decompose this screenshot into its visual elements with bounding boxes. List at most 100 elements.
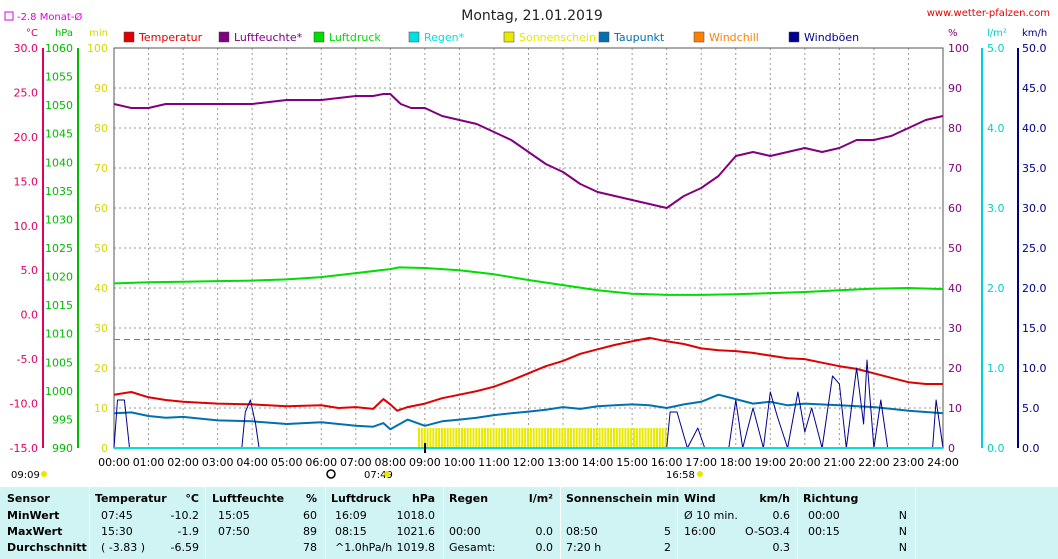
wind-axis-tick: 45.0 [1022, 82, 1047, 95]
legend-item: Luftfeuchte* [218, 31, 303, 44]
legend-swatch [693, 31, 705, 43]
site-label[interactable]: www.wetter-pfalzen.com [927, 8, 1050, 19]
x-tick: 21:00 [824, 456, 856, 469]
temp-axis-tick: -5.0 [17, 353, 38, 366]
stats-header-hum: Luftfeuchte [212, 492, 285, 505]
temp-axis-tick: 30.0 [14, 42, 39, 55]
sun-axis-tick: 50 [94, 242, 108, 255]
x-tick: 05:00 [271, 456, 303, 469]
pressure-axis-tick: 1000 [45, 385, 73, 398]
legend-item: Luftdruck [313, 31, 381, 44]
pressure-axis-tick: 1010 [45, 328, 73, 341]
x-tick: 06:00 [305, 456, 337, 469]
pressure-axis-unit: hPa [55, 28, 73, 39]
x-tick: 15:00 [616, 456, 648, 469]
stats-dir-time: 00:00 [808, 509, 840, 522]
time-markers: 07:49 16:58 09:09 [11, 443, 703, 481]
stats-row-label: Durchschnitt [7, 541, 87, 554]
legend-swatch [313, 31, 325, 43]
sunshine-bars [418, 428, 667, 448]
wind-axis-tick: 35.0 [1022, 162, 1047, 175]
legend-label: Windchill [709, 31, 759, 44]
stats-wind-val: 0.6 [772, 509, 791, 522]
wind-axis-tick: 0.0 [1022, 442, 1040, 455]
x-tick: 00:00 [98, 456, 130, 469]
humidity-axis-tick: 30 [948, 322, 962, 335]
chart-grid [113, 47, 944, 449]
stats-sun-time: 08:50 [566, 525, 598, 538]
sunrise-sun-icon [384, 471, 390, 477]
stats-hum-val: 60 [303, 509, 317, 522]
sun-axis-tick: 60 [94, 202, 108, 215]
wind-axis-unit: km/h [1022, 28, 1047, 39]
series-luftdruck [113, 266, 944, 296]
x-tick: 16:00 [651, 456, 683, 469]
temp-axis-unit: °C [26, 28, 38, 39]
humidity-axis-tick: 20 [948, 362, 962, 375]
temp-axis-tick: 15.0 [14, 175, 39, 188]
pressure-axis-tick: 1005 [45, 356, 73, 369]
legend-item: Regen* [408, 31, 465, 44]
sunset-label: 16:58 [666, 470, 695, 481]
legend: Temperatur Luftfeuchte* Luftdruck Regen* Son… [123, 31, 859, 44]
legend-label: Sonnenschein [519, 31, 596, 44]
stats-header-dir: Richtung [803, 492, 859, 505]
month-avg-swatch [4, 11, 14, 21]
stats-wind-dir: O-SO [745, 525, 774, 538]
sun-axis-tick: 90 [94, 82, 108, 95]
pressure-axis-tick: 995 [52, 413, 73, 426]
stats-wind-val: 0.3 [772, 541, 791, 554]
stats-header-rain: Regen [449, 492, 489, 505]
x-tick: 08:00 [374, 456, 406, 469]
legend-swatch [123, 31, 135, 43]
pressure-axis-tick: 1055 [45, 71, 73, 84]
pressure-axis-tick: 1040 [45, 156, 73, 169]
stats-temp-val: -1.9 [177, 525, 199, 538]
sun-axis-tick: 80 [94, 122, 108, 135]
wind-axis-tick: 15.0 [1022, 322, 1047, 335]
stats-header-press-unit: hPa [411, 492, 435, 505]
stats-header-hum-unit: % [305, 492, 317, 505]
stats-dir-time: 00:15 [808, 525, 840, 538]
wind-axis-tick: 20.0 [1022, 282, 1047, 295]
pressure-axis-tick: 1060 [45, 42, 73, 55]
legend-item: Temperatur [123, 31, 203, 44]
stats-row-label: MinWert [7, 509, 60, 522]
x-tick: 07:00 [340, 456, 372, 469]
legend-swatch [598, 31, 610, 43]
sun-axis-tick: 100 [87, 42, 108, 55]
series-taupunkt [113, 393, 944, 431]
legend-swatch [788, 31, 800, 43]
now-circle-icon [326, 469, 336, 479]
stats-separator [325, 487, 326, 559]
pressure-axis-tick: 1050 [45, 99, 73, 112]
stats-sun-time: 7:20 h [566, 541, 602, 554]
pressure-axis-tick: 1030 [45, 213, 73, 226]
wind-axis-tick: 50.0 [1022, 42, 1047, 55]
sun-axis-tick: 70 [94, 162, 108, 175]
x-tick: 14:00 [582, 456, 614, 469]
stats-sun-val: 2 [664, 541, 671, 554]
humidity-axis-tick: 60 [948, 202, 962, 215]
stats-header-sensor: Sensor [7, 492, 50, 505]
stats-header-wind: Wind [684, 492, 716, 505]
humidity-axis-tick: 100 [948, 42, 969, 55]
sun-axis-tick: 40 [94, 282, 108, 295]
stats-hum-val: 89 [303, 525, 317, 538]
stats-temp-val: -10.2 [170, 509, 199, 522]
stats-rain-val: 0.0 [535, 541, 554, 554]
wind-axis-tick: 10.0 [1022, 362, 1047, 375]
stats-wind-time: Ø 10 min. [684, 509, 738, 522]
humidity-axis-tick: 80 [948, 122, 962, 135]
current-time-label: 09:09 [11, 470, 40, 481]
legend-item: Windböen [788, 31, 859, 44]
humidity-axis-tick: 40 [948, 282, 962, 295]
stats-wind-time: 16:00 [684, 525, 716, 538]
legend-swatch [218, 31, 230, 43]
stats-separator [205, 487, 206, 559]
pressure-axis-tick: 990 [52, 442, 73, 455]
rain-axis-tick: 1.0 [987, 362, 1005, 375]
x-tick: 19:00 [754, 456, 786, 469]
temp-axis-tick: 20.0 [14, 131, 39, 144]
series-luftfeuchte [113, 93, 944, 209]
